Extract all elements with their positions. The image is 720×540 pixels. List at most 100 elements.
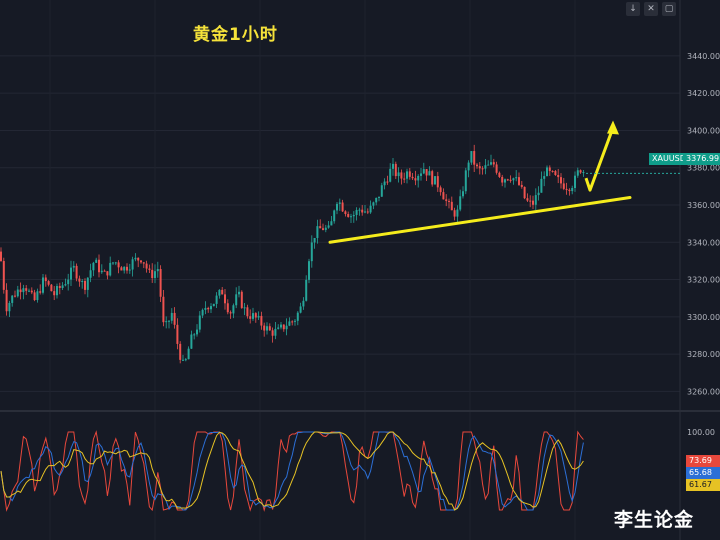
candle-body (28, 290, 30, 292)
oscillator-value-red: 73.69 (686, 455, 720, 467)
price-tick-label: 3320.00 (687, 276, 720, 285)
candle-body (378, 196, 380, 198)
candle-body (582, 172, 585, 174)
oscillator-line (0, 431, 584, 511)
price-tick-label: 3260.00 (687, 387, 720, 396)
candle-body (193, 334, 196, 336)
candle-body (576, 170, 579, 176)
candle-body (347, 214, 350, 217)
price-tick-label: 3440.00 (687, 52, 720, 61)
candle-body (142, 262, 145, 264)
candle-body (196, 329, 198, 335)
price-tick-label: 3300.00 (687, 313, 720, 322)
candle-body (8, 302, 11, 312)
candle-body (254, 313, 257, 318)
candle-body (182, 359, 184, 361)
candle-body (114, 262, 117, 264)
candle-body (257, 315, 260, 318)
candle-body (414, 178, 417, 181)
candle-body (2, 261, 5, 290)
candle-body (268, 326, 271, 331)
candle-body (478, 166, 481, 169)
candle-body (126, 266, 128, 271)
candle-body (509, 179, 512, 181)
candle-body (448, 200, 450, 202)
candle-body (11, 295, 14, 303)
candle-body (204, 307, 207, 310)
candle-body (431, 171, 434, 185)
price-tick-label: 3360.00 (687, 201, 720, 210)
candle-body (504, 179, 506, 183)
candle-body (84, 280, 86, 290)
candle-body (392, 163, 394, 169)
candle-body (400, 172, 403, 179)
close-icon[interactable]: ✕ (644, 2, 658, 16)
candle-body (100, 270, 103, 273)
candle-body (25, 288, 28, 291)
candle-body (75, 265, 78, 279)
candle-body (106, 271, 109, 276)
chart-title: 黄金1小时 (193, 25, 278, 45)
candle-body (291, 321, 294, 323)
candle-body (361, 209, 364, 213)
candle-body (296, 312, 299, 321)
candle-body (529, 200, 532, 202)
candle-body (546, 167, 548, 177)
candle-body (302, 300, 305, 307)
oscillator-line (0, 431, 584, 511)
candle-body (319, 226, 322, 229)
candle-body (56, 286, 58, 296)
candle-body (95, 259, 98, 263)
candle-body (238, 291, 240, 295)
candle-body (537, 192, 540, 196)
candle-body (389, 168, 392, 182)
candle-body (358, 209, 361, 211)
expand-icon[interactable]: ▢ (662, 2, 676, 16)
candle-body (187, 348, 190, 360)
candle-body (190, 334, 193, 349)
candle-body (579, 170, 582, 173)
candle-body (168, 320, 170, 322)
candle-body (42, 277, 44, 293)
candle-body (240, 291, 243, 308)
candle-body (366, 211, 369, 213)
candle-body (86, 277, 89, 290)
candle-body (5, 289, 8, 312)
candle-body (252, 313, 254, 319)
candle-body (548, 167, 551, 171)
candle-body (165, 321, 168, 323)
scroll-down-button[interactable]: ↓ (626, 2, 640, 16)
candle-body (0, 251, 2, 262)
candle-body (551, 170, 554, 172)
candle-body (134, 257, 137, 260)
last-price-label: 3376.99 (683, 153, 720, 165)
candle-body (375, 197, 378, 203)
candle-body (408, 171, 411, 177)
candle-body (434, 176, 436, 185)
candle-body (322, 228, 324, 230)
candle-body (308, 261, 310, 280)
candle-body (476, 164, 478, 167)
candle-body (92, 262, 95, 271)
candle-body (310, 242, 313, 262)
candle-body (571, 188, 574, 192)
candle-body (246, 307, 249, 317)
candle-body (53, 291, 56, 296)
candle-body (554, 171, 557, 175)
candle-body (417, 175, 420, 181)
candle-body (560, 177, 562, 184)
candle-body (232, 305, 235, 314)
candle-body (324, 227, 327, 230)
candle-body (336, 203, 338, 211)
candle-body (89, 270, 92, 278)
candle-body (58, 286, 61, 289)
candle-body (131, 259, 134, 270)
candle-body (352, 214, 355, 217)
candle-body (39, 291, 42, 293)
candle-body (16, 289, 19, 297)
candle-body (512, 178, 515, 181)
candle-body (271, 330, 274, 336)
candle-body (422, 169, 425, 174)
